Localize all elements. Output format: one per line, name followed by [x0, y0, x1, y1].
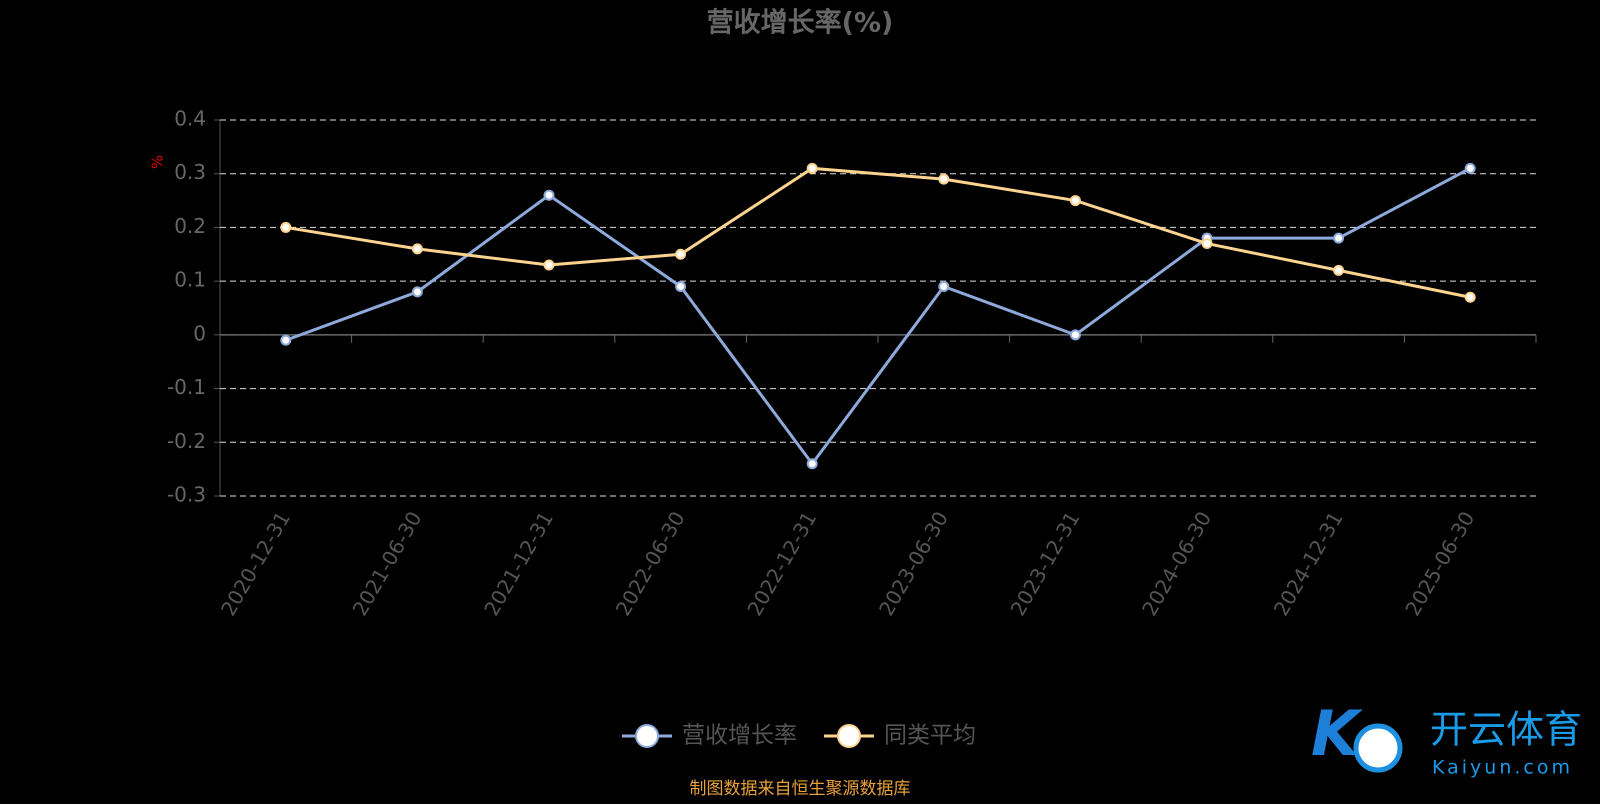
data-point: [1069, 329, 1081, 341]
watermark: K 开云体育 Kaiyun.com: [1311, 697, 1582, 778]
x-tick-label: 2023-06-30: [874, 507, 953, 620]
data-point: [1464, 291, 1476, 303]
series-line: [285, 167, 1471, 467]
x-tick-label: 2021-12-31: [479, 507, 558, 620]
x-tick-label: 2023-12-31: [1006, 507, 1085, 620]
x-tick-label: 2024-06-30: [1137, 507, 1216, 620]
y-axis-label: %: [149, 155, 167, 169]
data-point: [938, 173, 950, 185]
data-point: [1464, 162, 1476, 174]
y-tick-label: 0.2: [174, 214, 206, 238]
y-tick-label: 0: [193, 321, 206, 345]
data-point: [411, 243, 423, 255]
data-point: [675, 281, 687, 293]
x-tick-label: 2024-12-31: [1269, 507, 1348, 620]
x-tick-label: 2022-06-30: [611, 507, 690, 620]
data-point: [675, 248, 687, 260]
site: Kaiyun.com: [1432, 757, 1573, 779]
y-tick-label: 0.4: [174, 107, 206, 131]
y-tick-label: 0.3: [174, 160, 206, 184]
data-point: [543, 189, 555, 201]
legend-label: 同类平均: [884, 723, 976, 749]
y-tick-label: -0.3: [167, 483, 206, 507]
data-point: [1201, 238, 1213, 250]
data-point: [806, 162, 818, 174]
data-point: [1069, 195, 1081, 207]
data-point: [543, 259, 555, 271]
x-tick-label: 2021-06-30: [348, 507, 427, 620]
y-tick-label: -0.2: [167, 429, 206, 453]
legend-marker: [635, 724, 659, 748]
brand: 开云体育: [1430, 708, 1582, 752]
data-point: [411, 286, 423, 298]
data-point: [938, 281, 950, 293]
y-tick-label: -0.1: [167, 375, 206, 399]
chart-title: 营收增长率(%): [707, 7, 894, 39]
data-point: [806, 458, 818, 470]
data-point: [1333, 232, 1345, 244]
legend-label: 营收增长率: [682, 723, 797, 749]
data-point: [280, 221, 292, 233]
data-point: [280, 334, 292, 346]
x-tick-label: 2020-12-31: [216, 507, 295, 620]
x-tick-label: 2022-12-31: [742, 507, 821, 620]
logo-k: K: [1311, 697, 1363, 770]
legend-marker: [837, 724, 861, 748]
y-tick-label: 0.1: [174, 268, 206, 292]
x-tick-label: 2025-06-30: [1400, 507, 1479, 620]
data-point: [1333, 264, 1345, 276]
source-note: 制图数据来自恒生聚源数据库: [690, 779, 911, 799]
series-line: [285, 166, 1471, 299]
logo-ball: [1353, 723, 1403, 773]
